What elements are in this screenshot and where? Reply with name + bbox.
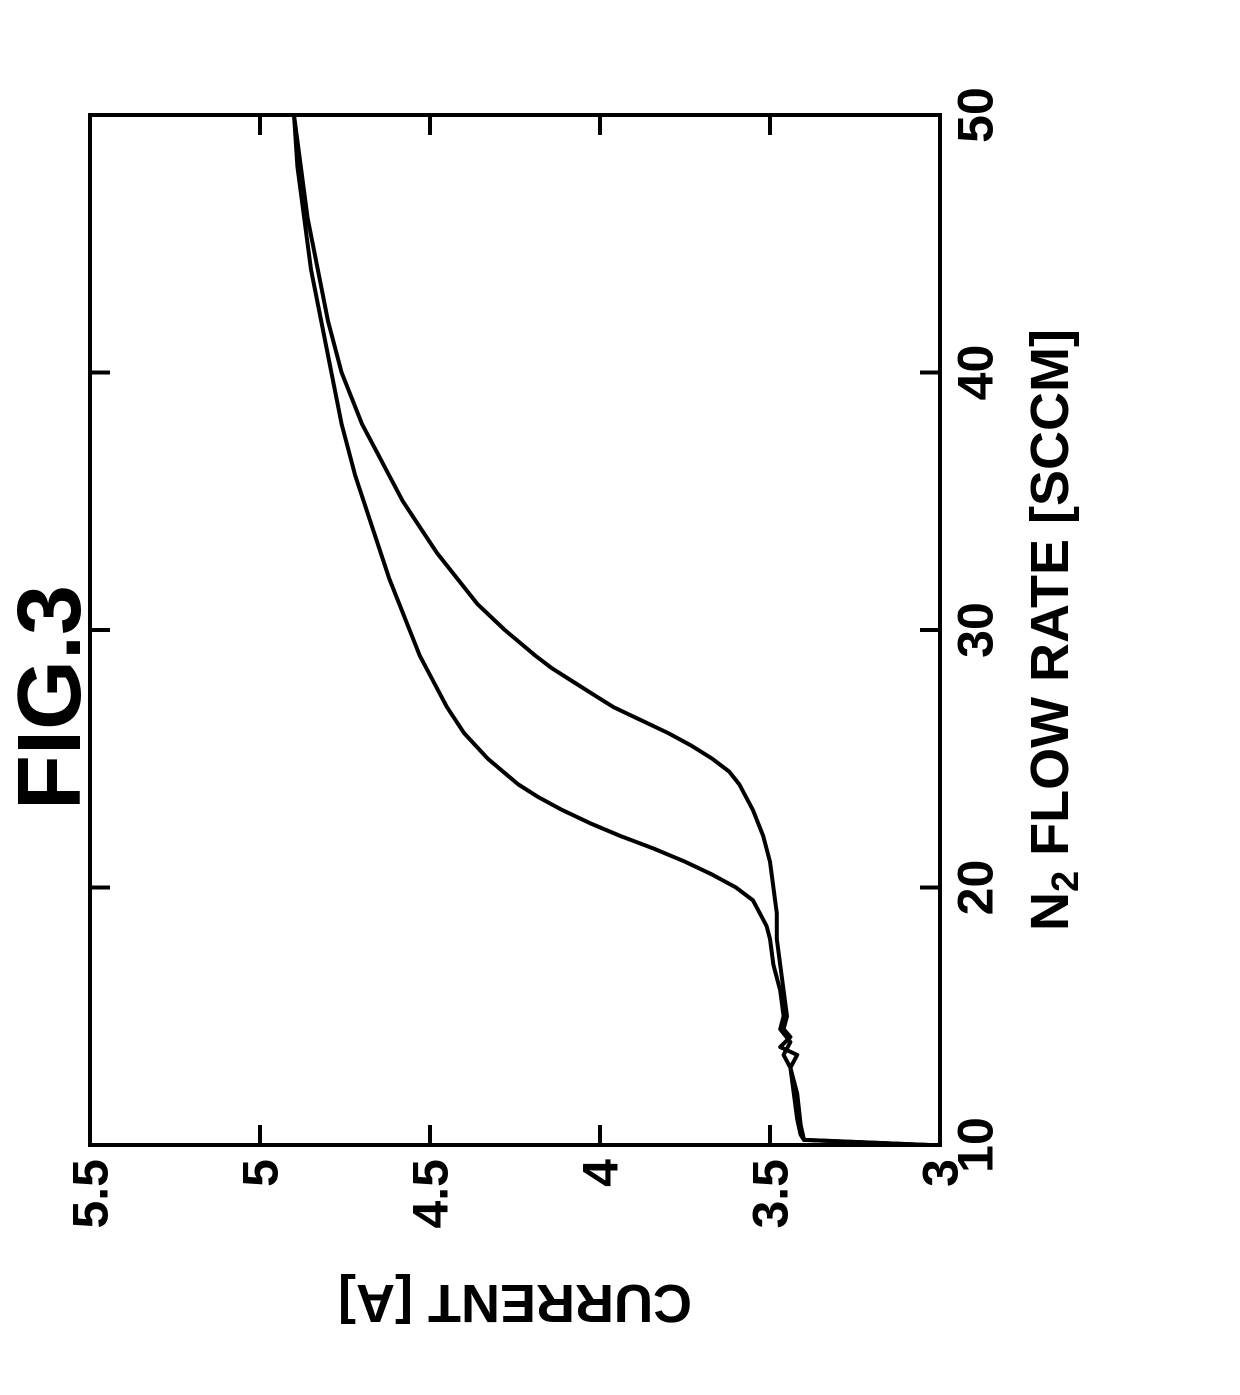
figure-canvas: FIG.3102030405033.544.555.5N2 FLOW RATE … xyxy=(0,0,1240,1395)
series-upper-curve xyxy=(294,115,930,1145)
y-tick-label: 3 xyxy=(913,1159,969,1187)
figure-title: FIG.3 xyxy=(0,585,100,810)
y-tick-label: 4 xyxy=(573,1159,629,1187)
x-tick-label: 30 xyxy=(948,602,1004,658)
y-tick-label: 5 xyxy=(233,1159,289,1187)
y-tick-label: 5.5 xyxy=(63,1159,119,1229)
x-tick-label: 40 xyxy=(948,345,1004,401)
x-axis-label: N2 FLOW RATE [SCCM] xyxy=(1020,329,1087,931)
x-tick-label: 50 xyxy=(948,87,1004,143)
y-axis-label: CURRENT [A] xyxy=(338,1273,692,1333)
y-tick-label: 4.5 xyxy=(403,1159,459,1229)
y-tick-label: 3.5 xyxy=(743,1159,799,1229)
x-tick-label: 20 xyxy=(948,860,1004,916)
plot-frame xyxy=(90,115,940,1145)
series-lower-curve xyxy=(294,115,930,1145)
